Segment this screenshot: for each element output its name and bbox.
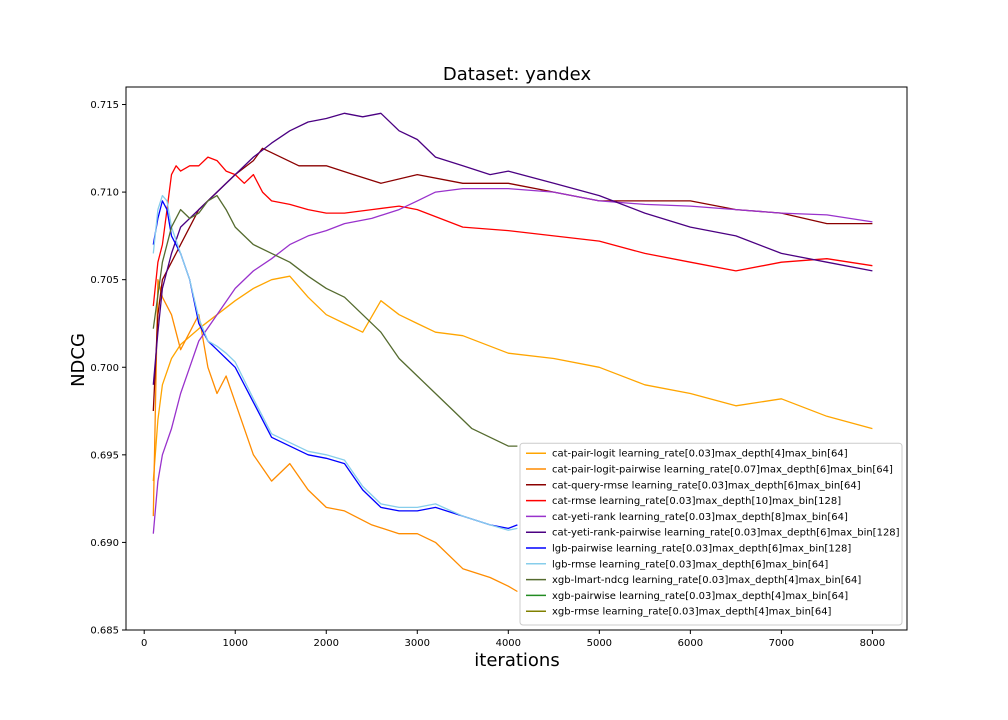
legend-entry: cat-rmse learning_rate[0.03]max_depth[10…	[552, 496, 841, 507]
legend-entry: cat-yeti-rank learning_rate[0.03]max_dep…	[552, 512, 848, 523]
series-line-7	[152, 194, 518, 531]
series-line-3	[152, 156, 873, 307]
x-axis-title: iterations	[474, 650, 559, 671]
y-tick-label: 0.690	[90, 538, 119, 549]
legend-entry: cat-yeti-rank-pairwise learning_rate[0.0…	[552, 528, 900, 539]
x-axis: 0 1000 2000 3000 4000 5000 6000 7000 8000	[141, 630, 885, 649]
y-tick-label: 0.710	[90, 188, 119, 199]
x-tick-label: 2000	[314, 638, 339, 649]
legend-entry: lgb-pairwise learning_rate[0.03]max_dept…	[552, 544, 851, 555]
x-tick-label: 1000	[223, 638, 248, 649]
legend-entry: xgb-pairwise learning_rate[0.03]max_dept…	[552, 591, 848, 602]
y-axis-title: NDCG	[68, 333, 89, 387]
legend-entry: xgb-lmart-ndcg learning_rate[0.03]max_de…	[552, 575, 861, 586]
x-tick-label: 7000	[769, 638, 794, 649]
series-line-6	[152, 200, 518, 530]
legend: cat-pair-logit learning_rate[0.03]max_de…	[519, 442, 903, 626]
legend-entry: lgb-rmse learning_rate[0.03]max_depth[6]…	[552, 559, 828, 570]
chart-title: Dataset: yandex	[443, 64, 592, 85]
plot-area	[152, 112, 873, 593]
x-tick-label: 0	[141, 638, 147, 649]
series-line-8	[152, 194, 518, 447]
x-tick-label: 8000	[860, 638, 885, 649]
legend-entry: cat-pair-logit learning_rate[0.03]max_de…	[552, 449, 848, 460]
y-tick-label: 0.715	[90, 100, 119, 111]
series-line-1	[152, 279, 518, 593]
y-tick-label: 0.700	[90, 363, 119, 374]
x-tick-label: 6000	[678, 638, 703, 649]
series-line-2	[152, 147, 873, 412]
y-tick-label: 0.685	[90, 626, 119, 637]
x-tick-label: 3000	[405, 638, 430, 649]
legend-entry: xgb-rmse learning_rate[0.03]max_depth[4]…	[552, 607, 832, 618]
y-tick-label: 0.695	[90, 450, 119, 461]
y-tick-label: 0.705	[90, 275, 119, 286]
plot-frame	[125, 86, 908, 631]
legend-entry: cat-pair-logit-pairwise learning_rate[0.…	[552, 465, 893, 476]
series-line-4	[152, 187, 873, 534]
legend-entry: cat-query-rmse learning_rate[0.03]max_de…	[552, 480, 861, 491]
y-axis: 0.685 0.690 0.695 0.700 0.705 0.710 0.715	[90, 100, 126, 637]
series-line-0	[152, 275, 873, 482]
x-tick-label: 4000	[496, 638, 521, 649]
x-tick-label: 5000	[587, 638, 612, 649]
legend-box	[519, 442, 903, 626]
